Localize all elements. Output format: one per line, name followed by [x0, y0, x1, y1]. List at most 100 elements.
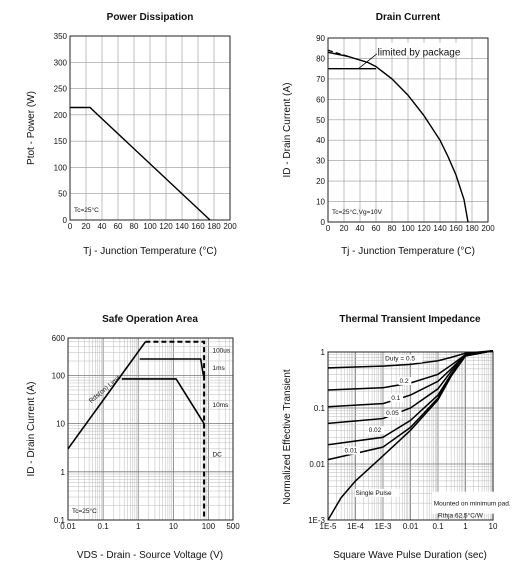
series-line — [327, 51, 469, 223]
plot-frame — [327, 37, 489, 223]
y-axis-label: Ptot - Power (W) — [26, 91, 37, 165]
x-tick-label: 10 — [169, 522, 178, 531]
x-axis-label: Tj - Junction Temperature (°C) — [83, 246, 217, 257]
chart-title: Drain Current — [376, 12, 441, 23]
series-label: 0.05 — [386, 410, 399, 417]
series-line — [327, 350, 494, 369]
x-tick-label: 20 — [82, 222, 91, 231]
chart-annotation: Mounted on minimum pad. — [434, 501, 511, 508]
series-label: 1ms — [212, 365, 225, 372]
y-tick-label: 1E-3 — [308, 516, 325, 525]
x-tick-label: 1 — [136, 522, 141, 531]
chart-annotation: Tc=25°C,Vg=10V — [332, 208, 383, 216]
x-tick-label: 140 — [175, 222, 189, 231]
x-tick-label: 1E-3 — [375, 522, 392, 531]
y-tick-label: 70 — [316, 75, 325, 84]
series-label-background — [343, 446, 360, 455]
chart-annotation: Rds(on) Limit — [88, 374, 122, 404]
x-tick-label: 200 — [481, 224, 495, 233]
x-tick-label: 10 — [489, 522, 498, 531]
x-tick-label: 80 — [388, 224, 397, 233]
y-tick-label: 0 — [63, 216, 68, 225]
x-tick-label: 160 — [449, 224, 463, 233]
series-label: 0.01 — [345, 448, 358, 455]
x-tick-label: 0.01 — [60, 522, 76, 531]
y-tick-label: 200 — [54, 111, 68, 120]
series-label-background — [390, 393, 404, 402]
x-tick-label: 40 — [98, 222, 107, 231]
y-tick-label: 20 — [316, 177, 325, 186]
y-tick-label: 150 — [54, 137, 68, 146]
x-tick-label: 60 — [372, 224, 381, 233]
series-label: 100us — [212, 348, 230, 355]
series-label-background — [398, 376, 412, 385]
y-tick-label: 50 — [58, 190, 67, 199]
series-line — [139, 358, 205, 376]
x-tick-label: 1E-4 — [347, 522, 364, 531]
series-line — [70, 106, 211, 221]
y-tick-label: 10 — [56, 420, 65, 429]
x-axis-label: Tj - Junction Temperature (°C) — [341, 246, 475, 257]
x-tick-label: 100 — [401, 224, 415, 233]
annotation-background — [431, 491, 516, 514]
x-tick-label: 0 — [68, 222, 73, 231]
series-label-background — [367, 426, 385, 435]
y-tick-label: 300 — [54, 58, 68, 67]
x-tick-label: 160 — [191, 222, 205, 231]
y-axis-label: ID - Drain Current (A) — [26, 381, 37, 476]
series-label: 0.1 — [391, 395, 400, 402]
series-label: 0.2 — [400, 378, 409, 385]
chart-annotation: Tc=25°C — [72, 507, 97, 515]
x-tick-label: 120 — [417, 224, 431, 233]
y-tick-label: 100 — [54, 163, 68, 172]
x-tick-label: 1 — [463, 522, 468, 531]
y-tick-label: 100 — [52, 371, 66, 380]
x-axis-label: VDS - Drain - Source Voltage (V) — [77, 550, 223, 561]
series-line — [67, 341, 147, 450]
series-label-background — [384, 354, 423, 363]
x-tick-label: 0.1 — [98, 522, 110, 531]
y-tick-label: 600 — [52, 334, 66, 343]
x-tick-label: 100 — [202, 522, 216, 531]
y-tick-label: 0.1 — [54, 516, 66, 525]
chart-title: Thermal Transient Impedance — [339, 314, 481, 325]
series-line — [327, 350, 494, 521]
y-tick-label: 0 — [321, 218, 326, 227]
chart-title: Safe Operation Area — [102, 314, 198, 325]
chart-thermal-transient-impedance: Thermal Transient Impedance 1E-5 1E-4 1E-3 0… — [282, 314, 516, 561]
y-tick-label: 0.01 — [309, 460, 325, 469]
series-label: DC — [212, 451, 222, 458]
x-tick-label: 180 — [465, 224, 479, 233]
x-tick-label: 500 — [226, 522, 240, 531]
y-tick-label: 10 — [316, 198, 325, 207]
plot-frame — [69, 35, 231, 221]
y-tick-label: 1 — [321, 348, 326, 357]
annotation-leader — [358, 53, 378, 69]
series-label: Duty = 0.5 — [385, 356, 415, 363]
x-tick-label: 140 — [433, 224, 447, 233]
series-line — [121, 378, 205, 425]
x-tick-label: 0.1 — [432, 522, 444, 531]
y-tick-label: 350 — [54, 32, 68, 41]
chart-annotation: Rthja 62.5°C/W — [438, 512, 484, 520]
x-tick-label: 40 — [356, 224, 365, 233]
chart-annotation: Tc=25°C — [74, 206, 99, 214]
x-tick-label: 0 — [326, 224, 331, 233]
x-tick-label: 20 — [340, 224, 349, 233]
x-tick-label: 120 — [159, 222, 173, 231]
y-tick-label: 250 — [54, 85, 68, 94]
plot-frame — [327, 351, 494, 521]
y-axis-label: ID - Drain Current (A) — [282, 82, 293, 177]
y-tick-label: 30 — [316, 157, 325, 166]
series-label-background — [385, 408, 402, 417]
x-tick-label: 80 — [130, 222, 139, 231]
package-limit-dash — [327, 49, 349, 58]
x-axis-label: Square Wave Pulse Duration (sec) — [333, 550, 487, 561]
chart-title: Power Dissipation — [107, 12, 194, 23]
y-tick-label: 1 — [61, 468, 66, 477]
series-label-background — [354, 488, 400, 497]
series-label: 0.02 — [369, 427, 382, 434]
series-label: Single Pulse — [356, 490, 393, 497]
